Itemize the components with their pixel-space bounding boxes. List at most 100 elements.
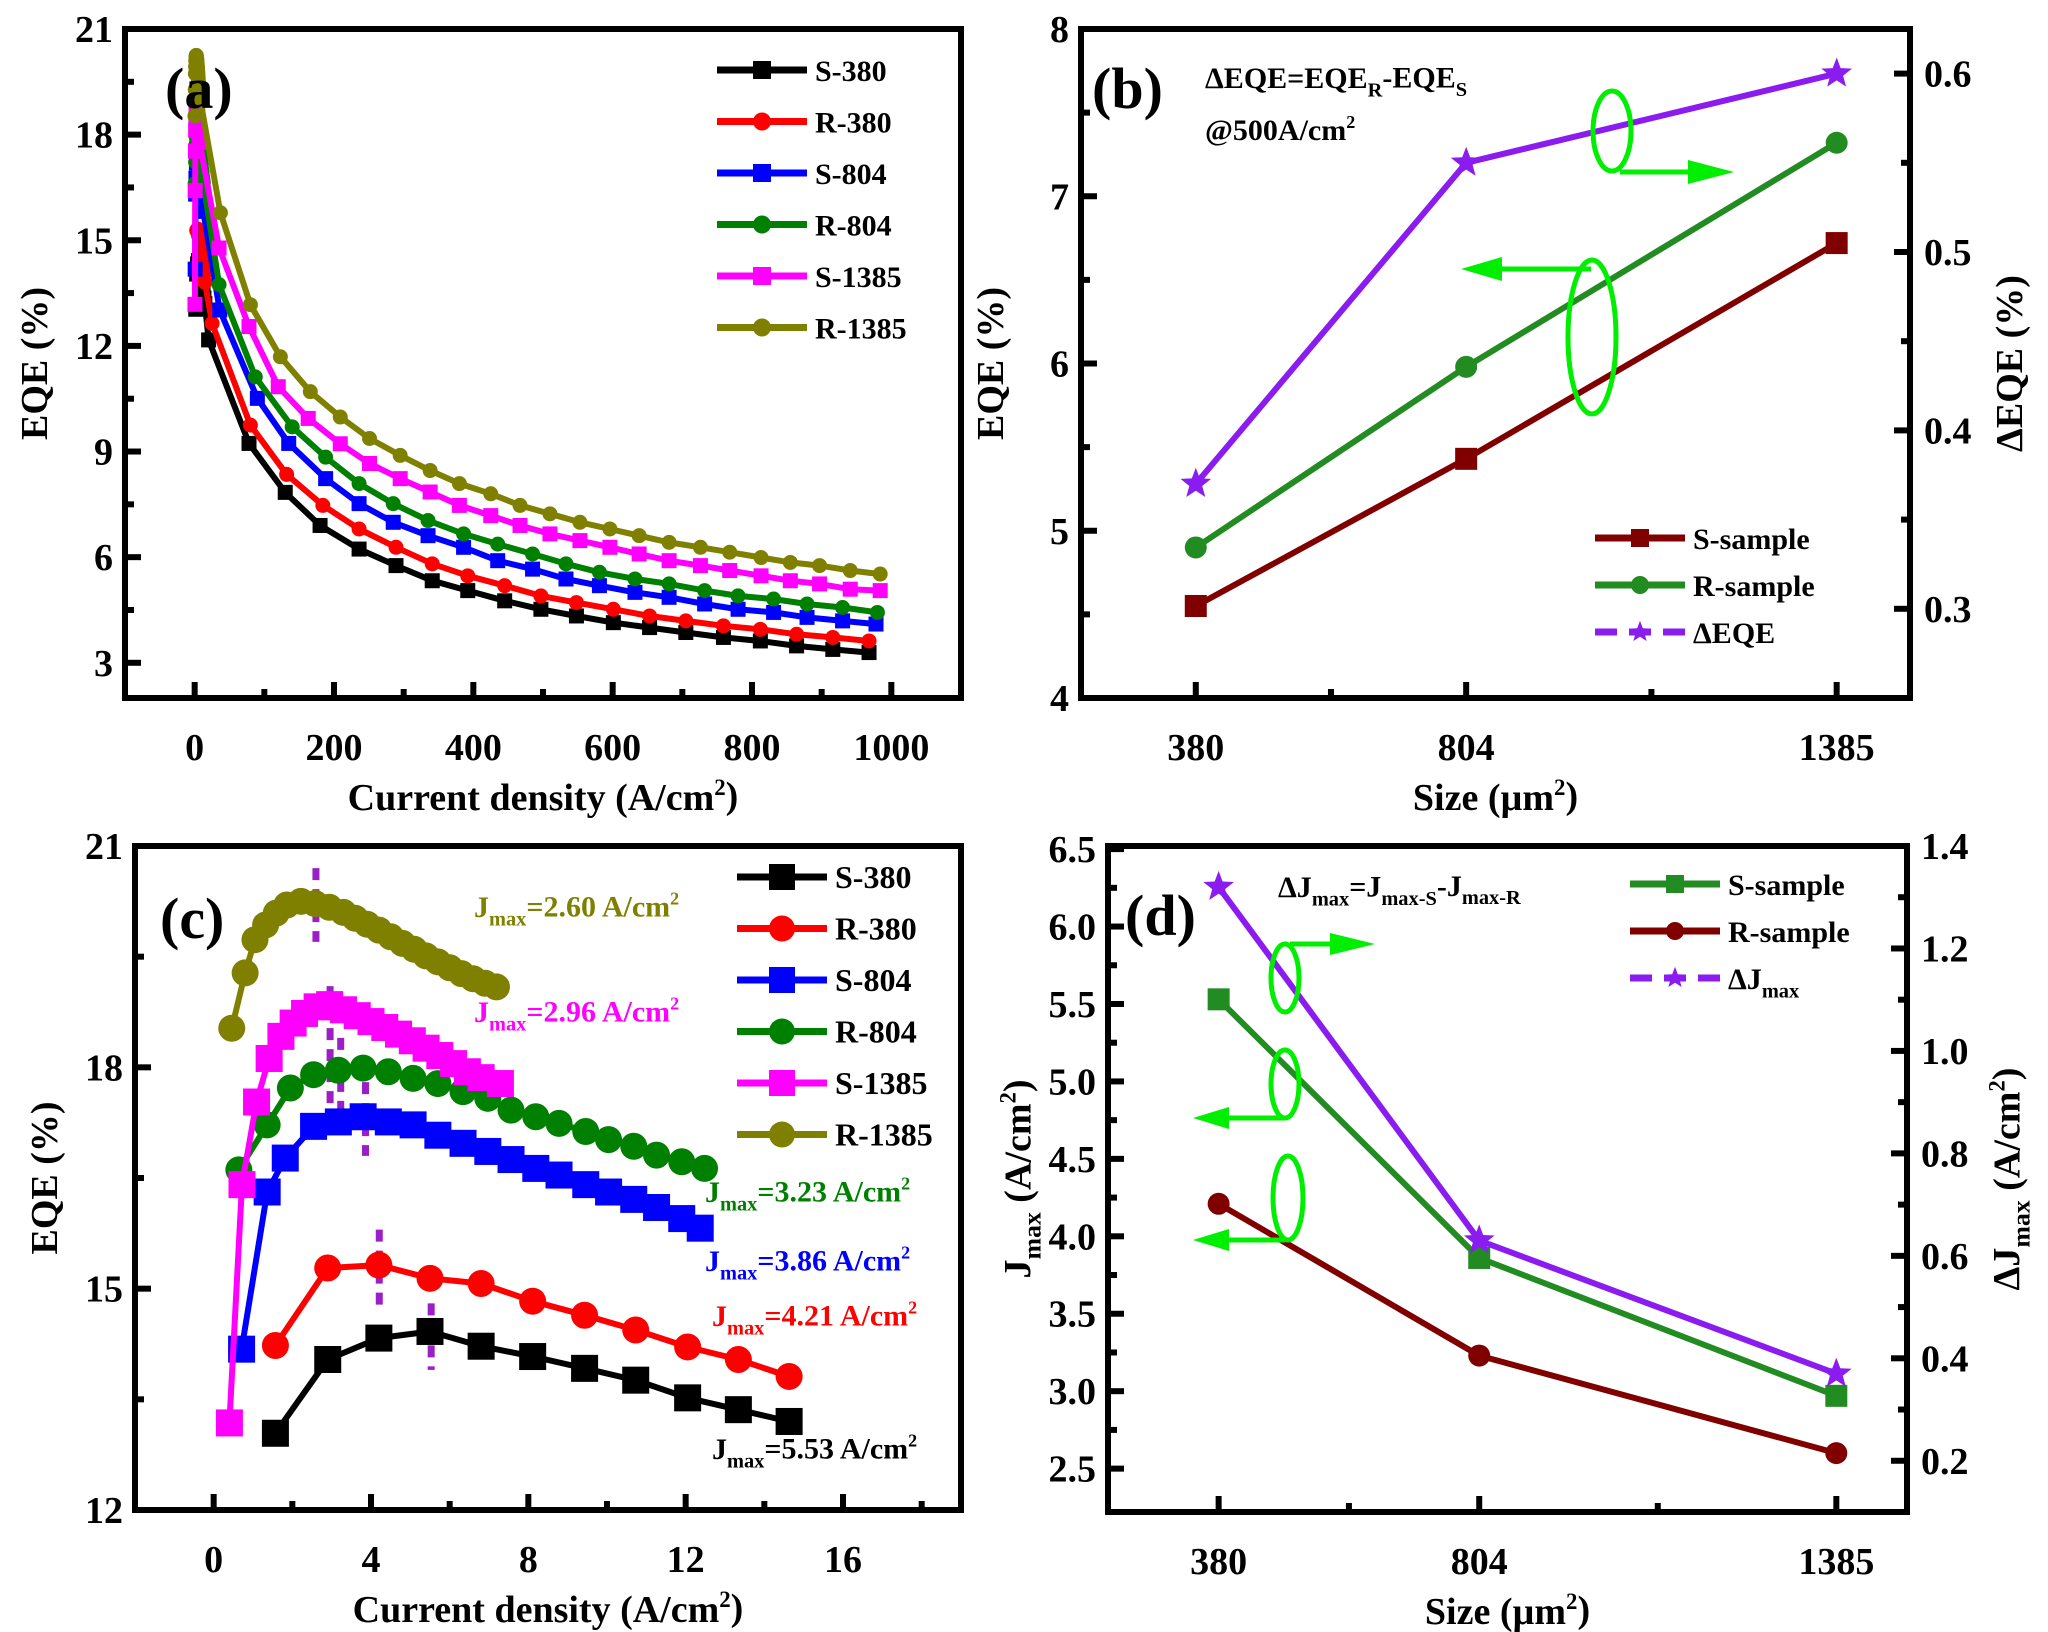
legend-item: S-804 bbox=[737, 962, 911, 998]
legend-item: R-380 bbox=[717, 107, 892, 140]
text-run: max bbox=[720, 1262, 758, 1284]
text-run: =3.23 A/cm bbox=[757, 1175, 901, 1208]
text-run: J bbox=[474, 891, 489, 924]
data-point bbox=[525, 546, 541, 562]
data-point bbox=[678, 625, 694, 641]
delta-eqe-formula: ΔEQE=EQER-EQES bbox=[1205, 61, 1467, 101]
legend-marker bbox=[1631, 529, 1649, 547]
y2-axis-label: ΔEQE (%) bbox=[1989, 275, 2031, 452]
data-point bbox=[568, 608, 584, 624]
panel-d: 380 804 1385 2.5 3.0 3.5 4.0 4.5 5.0 5.5 6.0 6.5 0.2… bbox=[995, 826, 2035, 1632]
y-tick-label: 12 bbox=[75, 326, 113, 368]
data-point bbox=[497, 1146, 525, 1174]
y-tick-label: 9 bbox=[94, 432, 113, 474]
y-axis-label: EQE (%) bbox=[970, 287, 1012, 440]
data-point bbox=[861, 645, 877, 661]
legend-label: S-804 bbox=[835, 962, 911, 998]
data-point bbox=[362, 430, 378, 446]
series-r-380 bbox=[188, 221, 877, 649]
legend-item: R-1385 bbox=[717, 313, 907, 346]
data-point bbox=[490, 536, 506, 552]
data-point bbox=[697, 583, 713, 599]
y2-axis-label-group: ΔJmax (A/cm2) bbox=[1984, 1068, 2035, 1291]
y-tick-label: 5.0 bbox=[1049, 1061, 1097, 1103]
panel-label: (c) bbox=[160, 886, 224, 951]
legend-marker bbox=[753, 112, 771, 131]
data-point bbox=[789, 638, 805, 654]
data-point bbox=[215, 1409, 243, 1437]
data-point bbox=[212, 302, 228, 318]
data-point bbox=[187, 296, 203, 312]
data-point bbox=[799, 596, 815, 612]
data-point bbox=[525, 561, 541, 577]
data-point bbox=[467, 1332, 495, 1360]
data-point bbox=[300, 410, 316, 426]
legend-item: R-sample bbox=[1630, 916, 1850, 949]
data-point bbox=[1825, 131, 1848, 154]
text-run: (A/cm bbox=[1987, 1092, 2029, 1201]
data-point bbox=[661, 534, 677, 550]
text-run: max-S bbox=[1381, 888, 1437, 910]
text-run: J bbox=[705, 1245, 720, 1278]
data-point bbox=[351, 496, 367, 512]
legend-item: S-1385 bbox=[717, 261, 902, 294]
data-point bbox=[247, 369, 263, 385]
text-run: J bbox=[997, 1260, 1039, 1279]
panel-label: (a) bbox=[165, 56, 233, 121]
data-point bbox=[318, 449, 334, 465]
text-run: max bbox=[489, 1013, 527, 1035]
text-run: ΔJ bbox=[1728, 963, 1762, 996]
text-run: ) bbox=[1985, 1068, 2027, 1081]
y-tick-label: 15 bbox=[75, 220, 113, 262]
legend: S-sample R-sample ΔEQE bbox=[1595, 523, 1815, 650]
legend-label: R-sample bbox=[1728, 916, 1850, 949]
data-point bbox=[715, 618, 731, 634]
ellipse-annotation bbox=[1268, 941, 1302, 1015]
legend-label: ΔJmax bbox=[1728, 963, 1800, 1002]
y2-tick-label: 0.4 bbox=[1924, 410, 1972, 452]
data-point bbox=[1455, 447, 1478, 470]
data-point bbox=[1450, 146, 1482, 176]
data-point bbox=[512, 517, 528, 533]
data-point bbox=[284, 419, 300, 435]
data-point bbox=[691, 1154, 719, 1182]
x-tick-label: 0 bbox=[185, 727, 204, 769]
data-point bbox=[605, 615, 621, 631]
data-point bbox=[622, 1316, 650, 1344]
y-tick-label: 7 bbox=[1050, 176, 1069, 218]
text-run: =J bbox=[1349, 870, 1381, 903]
data-point bbox=[416, 1317, 444, 1345]
series-s-sample bbox=[1207, 988, 1848, 1407]
data-point bbox=[872, 583, 888, 599]
y-axis-label-group: EQE (%) bbox=[24, 1101, 66, 1254]
data-point bbox=[365, 1324, 393, 1352]
data-point bbox=[643, 1141, 671, 1169]
y-tick-label: 3.5 bbox=[1049, 1294, 1097, 1336]
data-point bbox=[279, 466, 295, 482]
text-run: S bbox=[1456, 79, 1467, 101]
series-r-1385 bbox=[218, 887, 510, 1042]
text-run: Current density (A/cm bbox=[348, 777, 715, 819]
y-axis-label-group: EQE (%) bbox=[970, 287, 1012, 440]
legend-marker bbox=[769, 915, 795, 942]
series-s-sample bbox=[1184, 232, 1848, 618]
series-r-sample bbox=[1184, 131, 1848, 559]
data-point bbox=[249, 390, 265, 406]
legend-item: S-380 bbox=[717, 55, 887, 88]
data-point bbox=[351, 521, 367, 537]
y2-tick-label: 0.2 bbox=[1921, 1441, 1969, 1483]
y-tick-label: 6 bbox=[1050, 344, 1069, 386]
data-point bbox=[302, 384, 318, 400]
data-point bbox=[271, 1144, 299, 1172]
legend-item: R-804 bbox=[717, 210, 892, 243]
data-point bbox=[1455, 355, 1478, 378]
legend-marker bbox=[753, 318, 771, 337]
data-point bbox=[270, 379, 286, 395]
data-point bbox=[602, 521, 618, 537]
text-run: ) bbox=[726, 775, 739, 817]
text-run: Size (µm bbox=[1413, 777, 1554, 819]
arrow-right-icon bbox=[1688, 160, 1734, 184]
legend-item: R-380 bbox=[737, 911, 917, 947]
y-tick-label: 4.0 bbox=[1049, 1216, 1097, 1258]
data-point bbox=[300, 1061, 328, 1089]
